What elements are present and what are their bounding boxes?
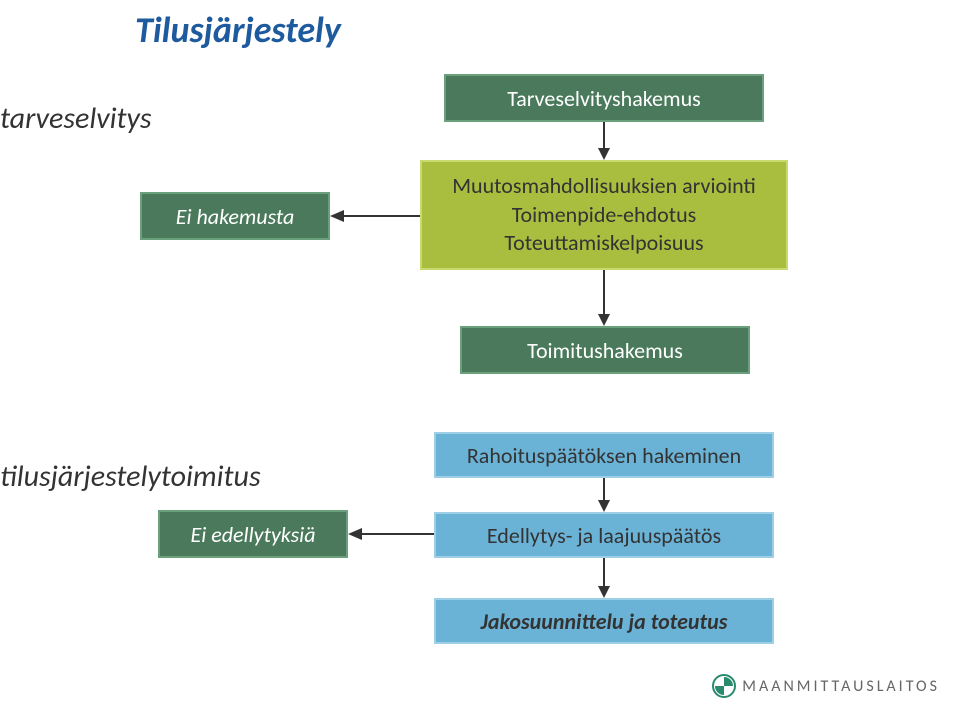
- node-label: Ei hakemusta: [176, 203, 295, 230]
- eval-line3: Toteuttamiskelpoisuus: [436, 229, 772, 258]
- arrow-6: [598, 558, 610, 598]
- node-evaluation: Muutosmahdollisuuksien arviointi Toimenp…: [420, 160, 788, 270]
- logo: MAANMITTAUSLAITOS: [712, 674, 940, 698]
- node-label: Tarveselvityshakemus: [507, 85, 700, 112]
- node-label: Toimitushakemus: [527, 337, 683, 364]
- node-ei-hakemusta: Ei hakemusta: [140, 192, 330, 240]
- node-label: Jakosuunnittelu ja toteutus: [481, 608, 728, 635]
- node-label: Edellytys- ja laajuuspäätös: [487, 522, 721, 549]
- node-label: Rahoituspäätöksen hakeminen: [467, 442, 741, 469]
- node-jakosuunnittelu: Jakosuunnittelu ja toteutus: [434, 598, 774, 644]
- logo-icon: [712, 674, 736, 698]
- logo-text: MAANMITTAUSLAITOS: [742, 677, 940, 696]
- arrow-2: [330, 210, 420, 222]
- node-toimitushakemus: Toimitushakemus: [460, 326, 750, 374]
- node-tarveselvityshakemus: Tarveselvityshakemus: [444, 74, 764, 122]
- node-label: Ei edellytyksiä: [190, 521, 315, 548]
- eval-line2: Toimenpide-ehdotus: [436, 201, 772, 230]
- arrow-1: [598, 122, 610, 160]
- node-edellytys: Edellytys- ja laajuuspäätös: [434, 512, 774, 558]
- node-rahoituspaatoksen: Rahoituspäätöksen hakeminen: [434, 432, 774, 478]
- arrow-3: [598, 270, 610, 326]
- arrow-4: [598, 478, 610, 512]
- section-tilusjarjestelytoimitus: tilusjärjestelytoimitus: [0, 458, 261, 495]
- page-title: Tilusjärjestely: [135, 8, 341, 52]
- diagram-stage: Tilusjärjestely tarveselvitys tilusjärje…: [0, 0, 960, 714]
- node-ei-edellytyksia: Ei edellytyksiä: [158, 510, 348, 558]
- arrow-5: [348, 528, 434, 540]
- eval-line1: Muutosmahdollisuuksien arviointi: [436, 172, 772, 201]
- section-tarveselvitys: tarveselvitys: [0, 100, 152, 137]
